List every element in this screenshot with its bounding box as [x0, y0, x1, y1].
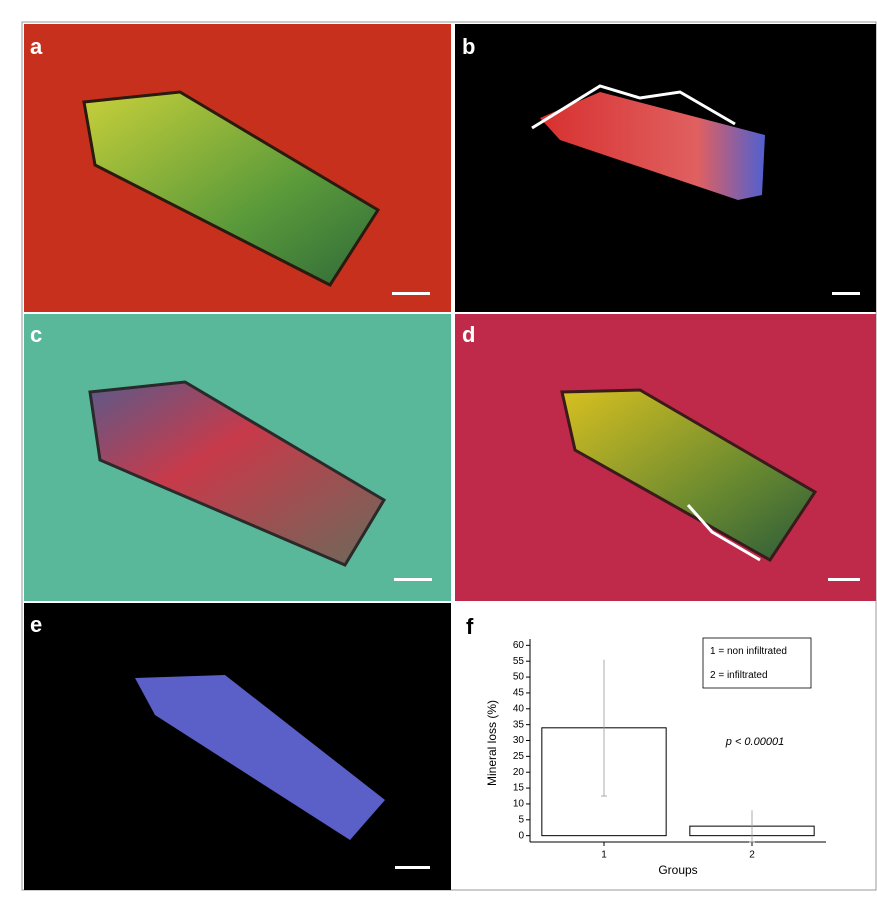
x-tick-label: 2 — [749, 850, 755, 861]
y-tick-label: 15 — [513, 783, 525, 794]
y-tick-label: 50 — [513, 672, 525, 683]
figure: a b c d e f 1 = non infiltrated 2 = infi… — [0, 0, 877, 897]
scale-bar — [392, 292, 430, 295]
panel-label: c — [30, 322, 42, 347]
x-tick-label: 1 — [601, 850, 607, 861]
scale-bar — [828, 578, 860, 581]
panel-label: a — [30, 34, 43, 59]
y-tick-label: 40 — [513, 703, 525, 714]
y-axis-label: Mineral loss (%) — [485, 700, 499, 786]
y-tick-label: 25 — [513, 751, 525, 762]
panel-label: b — [462, 34, 475, 59]
panel-label: d — [462, 322, 475, 347]
y-tick-label: 10 — [513, 799, 525, 810]
legend-entry: 1 = non infiltrated — [710, 646, 787, 657]
x-axis-label: Groups — [658, 863, 697, 877]
y-tick-label: 20 — [513, 767, 525, 778]
legend-entry: 2 = infiltrated — [710, 670, 768, 681]
y-tick-label: 45 — [513, 688, 525, 699]
y-tick-label: 0 — [518, 830, 524, 841]
y-tick-label: 30 — [513, 735, 525, 746]
y-tick-label: 55 — [513, 656, 525, 667]
scale-bar — [832, 292, 860, 295]
panel-label: e — [30, 612, 42, 637]
y-tick-label: 5 — [518, 814, 524, 825]
scale-bar — [395, 866, 430, 869]
panel-label: f — [466, 614, 474, 639]
annotation: p < 0.00001 — [725, 736, 784, 748]
scale-bar — [394, 578, 432, 581]
y-tick-label: 60 — [513, 640, 525, 651]
y-tick-label: 35 — [513, 719, 525, 730]
